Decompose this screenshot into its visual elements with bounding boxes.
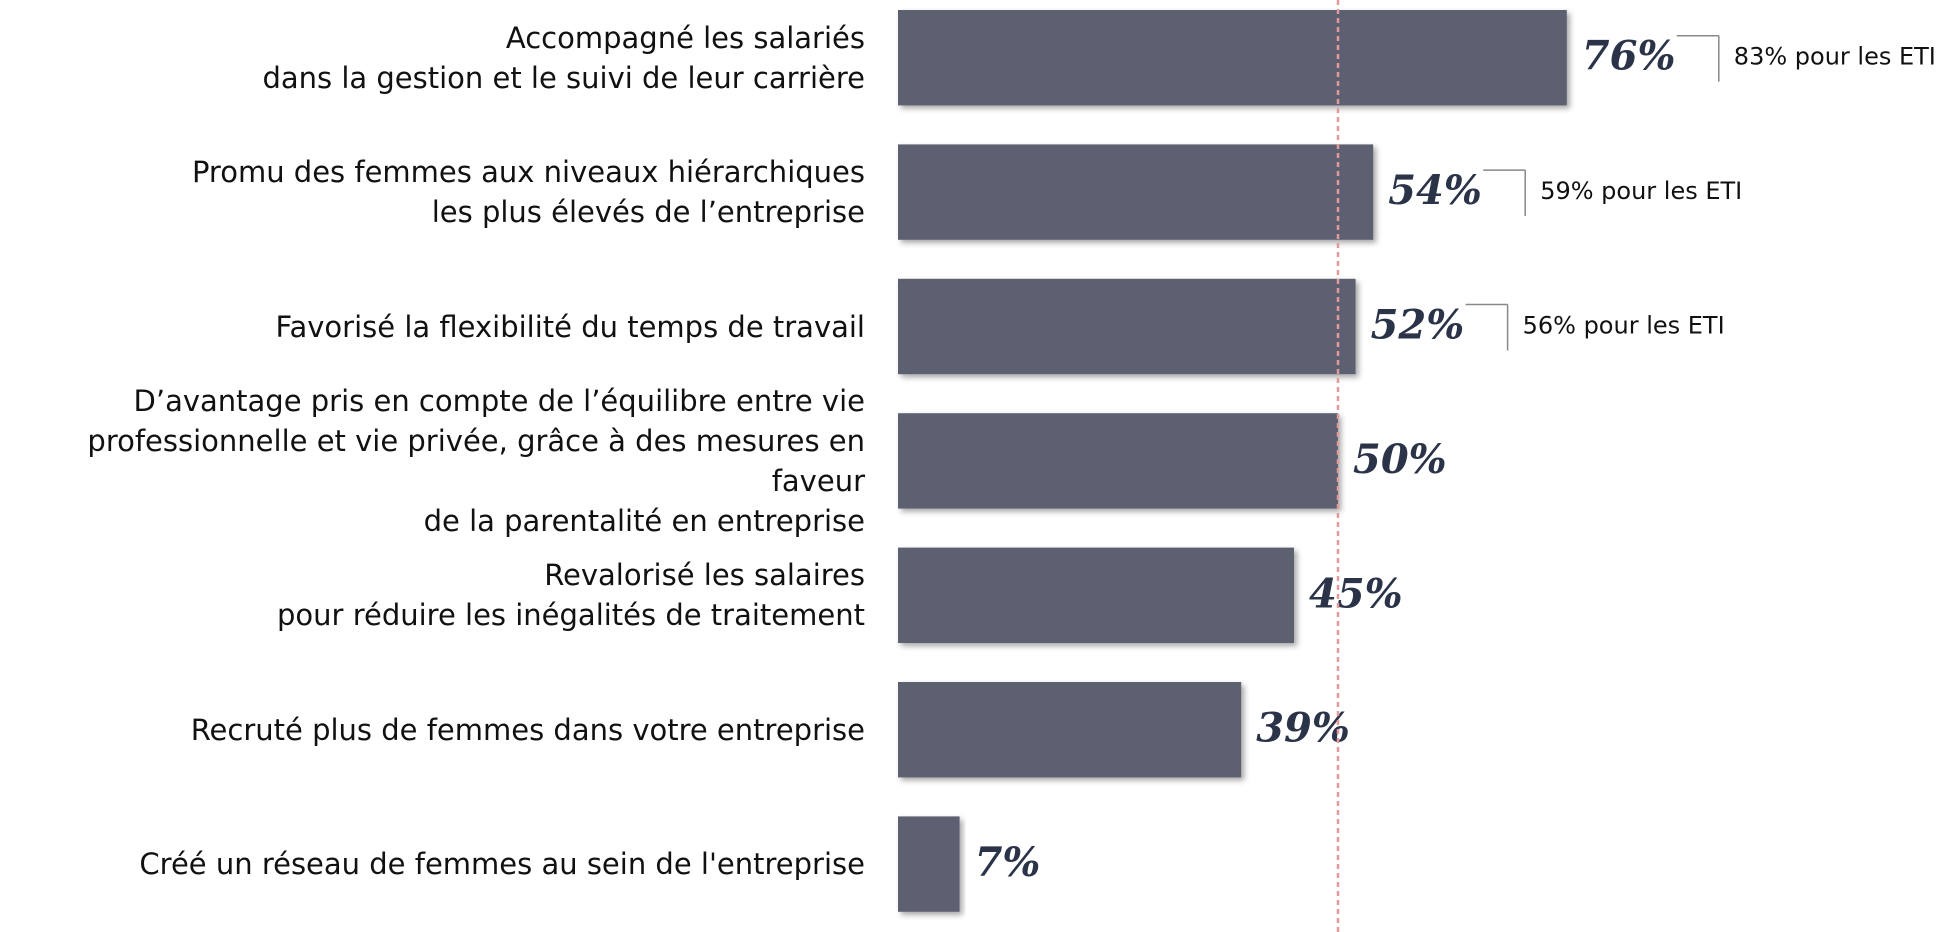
category-label: Recruté plus de femmes dans votre entrep… (190, 712, 865, 747)
value-label: 50% (1353, 436, 1447, 483)
bar (898, 547, 1294, 643)
value-label: 39% (1256, 705, 1350, 752)
note: 83% pour les ETI (1734, 43, 1936, 71)
category-label: Promu des femmes aux niveaux hiérarchiqu… (191, 155, 865, 230)
note: 59% pour les ETI (1540, 177, 1742, 205)
bar (898, 682, 1242, 778)
bar (898, 144, 1374, 240)
value-label: 45% (1309, 570, 1403, 617)
note: 56% pour les ETI (1523, 312, 1725, 340)
category-label: Créé un réseau de femmes au sein de l'en… (139, 847, 865, 882)
value-label: 54% (1388, 167, 1482, 214)
value-label: 52% (1371, 302, 1465, 349)
bar (898, 278, 1356, 375)
category-label: Revalorisé les salaires pour réduire les… (277, 558, 865, 633)
category-label: Accompagné les salariés dans la gestion … (262, 20, 865, 95)
category-label: D’avantage pris en compte de l’équilibre… (87, 383, 865, 538)
value-label: 76% (1582, 33, 1676, 80)
category-label: Favorisé la flexibilité du temps de trav… (275, 309, 865, 344)
bar (898, 816, 960, 912)
value-label: 7% (975, 839, 1041, 886)
bar (898, 10, 1567, 106)
bar (898, 413, 1338, 509)
